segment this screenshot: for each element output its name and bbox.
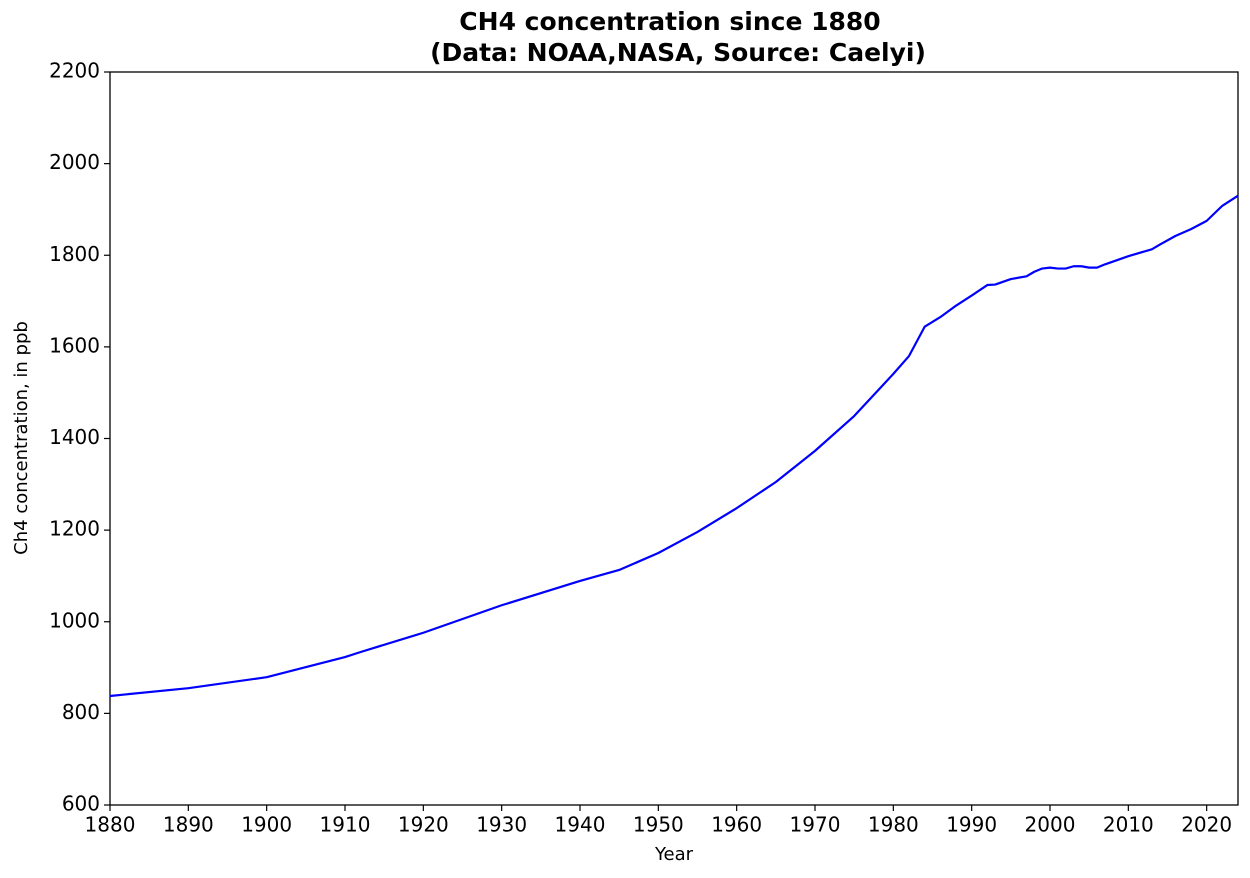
- x-tick-label: 1910: [320, 813, 371, 837]
- x-axis-label: Year: [654, 844, 694, 865]
- y-tick-label: 1000: [49, 608, 100, 632]
- y-tick-label: 1200: [49, 517, 100, 541]
- x-tick-label: 1960: [711, 813, 762, 837]
- x-tick-label: 1930: [476, 813, 527, 837]
- y-tick-label: 1600: [49, 333, 100, 357]
- x-tick-label: 2000: [1025, 813, 1076, 837]
- y-tick-label: 800: [62, 700, 100, 724]
- y-tick-label: 2000: [49, 150, 100, 174]
- x-tick-label: 1980: [868, 813, 919, 837]
- x-tick-label: 1950: [633, 813, 684, 837]
- x-tick-label: 1990: [946, 813, 997, 837]
- data-line: [109, 194, 1239, 698]
- x-tick-label: 1890: [163, 813, 214, 837]
- y-tick-label: 600: [62, 792, 100, 816]
- x-tick-label: 2020: [1181, 813, 1232, 837]
- x-tick-label: 1970: [790, 813, 841, 837]
- y-tick-label: 1400: [49, 425, 100, 449]
- x-tick-label: 1920: [398, 813, 449, 837]
- chart-title: CH4 concentration since 1880: [459, 7, 880, 36]
- y-tick-label: 2200: [49, 59, 100, 83]
- plot-frame: [109, 71, 1239, 806]
- x-tick-label: 2010: [1103, 813, 1154, 837]
- x-tick-label: 1940: [555, 813, 606, 837]
- y-axis-label: Ch4 concentration, in ppb: [11, 321, 32, 555]
- y-tick-label: 1800: [49, 242, 100, 266]
- x-tick-label: 1880: [85, 813, 136, 837]
- x-tick-label: 1900: [241, 813, 292, 837]
- chart-subtitle: (Data: NOAA,NASA, Source: Caelyi): [430, 38, 926, 67]
